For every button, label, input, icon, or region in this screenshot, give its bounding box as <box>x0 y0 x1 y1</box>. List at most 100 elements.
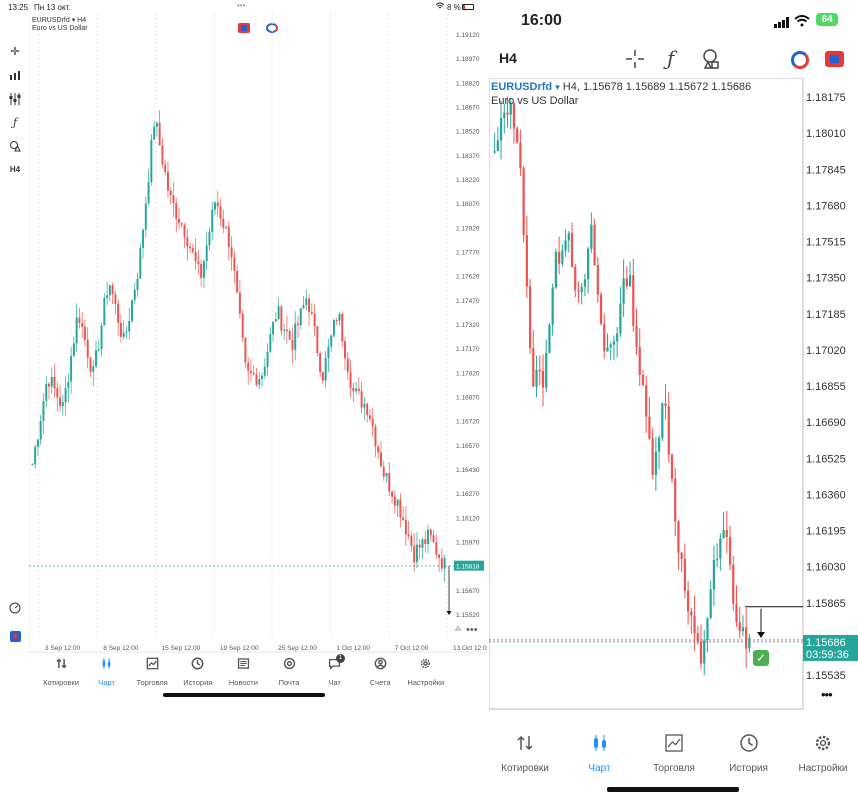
objects-icon[interactable] <box>6 137 24 155</box>
candle <box>280 305 283 336</box>
tab-chart[interactable]: Чарт <box>563 733 637 774</box>
one-click-trading-icon[interactable] <box>238 23 250 33</box>
candle <box>654 437 657 491</box>
candle <box>440 548 443 573</box>
candle <box>399 493 402 528</box>
candle <box>164 159 167 176</box>
chart-more-icon[interactable]: ••• <box>821 687 833 702</box>
chart-symbol-line[interactable]: EURUSDrfd ▾ H4 <box>32 16 86 24</box>
timeframe-button[interactable]: H4 <box>9 164 21 174</box>
mail-icon <box>283 657 296 675</box>
price-axis-label: 1.16720 <box>456 419 480 426</box>
candle <box>709 580 712 620</box>
wifi-icon <box>435 2 445 12</box>
tab-accounts[interactable]: Счета <box>357 657 403 687</box>
chart-ohlc: H4, 1.15678 1.15689 1.15672 1.15686 <box>562 81 752 93</box>
candle <box>677 520 680 570</box>
chat-badge: 1 <box>336 654 346 663</box>
candle <box>609 342 612 360</box>
settings-icon <box>419 657 432 675</box>
function-icon[interactable]: ƒ <box>12 115 18 129</box>
candle <box>606 333 609 352</box>
candle <box>693 595 696 651</box>
bar-settings-icon[interactable] <box>6 90 24 108</box>
candle <box>699 624 703 669</box>
tab-news[interactable]: Новости <box>220 657 266 687</box>
crosshair-icon[interactable]: ✛ <box>10 45 20 58</box>
candle <box>687 580 690 625</box>
objects-icon[interactable] <box>699 48 721 75</box>
candle <box>393 490 396 514</box>
speedometer-icon[interactable] <box>6 599 24 617</box>
tab-history[interactable]: История <box>712 733 786 774</box>
time-axis-label: 3 Sep 12:00 <box>45 645 80 652</box>
candle <box>291 327 294 365</box>
time-axis-label: 7 Oct 12:00 <box>395 645 429 652</box>
function-icon[interactable]: ƒ <box>667 46 675 70</box>
tab-quotes[interactable]: Котировки <box>488 733 562 774</box>
tab-mail[interactable]: Почта <box>266 657 312 687</box>
candle <box>233 250 236 284</box>
candle <box>388 462 391 496</box>
one-click-trading-icon[interactable] <box>825 51 844 67</box>
candle <box>625 266 628 290</box>
signal-icon <box>774 15 790 33</box>
scroll-to-end-icon[interactable] <box>454 625 462 631</box>
left-price-chart[interactable]: 1.19120 1.18970 1.18820 1.18670 1.18520 1.183… <box>29 14 490 654</box>
candle <box>50 367 53 394</box>
tab-settings[interactable]: Настройки <box>403 657 449 687</box>
candle <box>377 444 380 460</box>
candle <box>53 363 56 399</box>
candle <box>313 303 316 337</box>
time-axis-label: 13 Oct 12:00 <box>453 645 490 652</box>
caret-icon: ▾ <box>555 82 560 92</box>
candle <box>554 248 557 289</box>
candle <box>89 356 92 378</box>
tab-settings[interactable]: Настройки <box>786 733 858 774</box>
candle <box>197 249 200 275</box>
candle <box>382 460 385 481</box>
check-icon[interactable]: ✓ <box>753 650 769 666</box>
candle <box>136 272 139 298</box>
candle <box>732 556 735 611</box>
candle <box>34 444 37 469</box>
tab-quotes[interactable]: Котировки <box>38 657 84 687</box>
trade-panel-icon[interactable] <box>6 627 24 645</box>
right-price-chart[interactable]: 1.18175 1.18010 1.17845 1.17680 1.17515 1.173… <box>489 78 858 710</box>
tab-trade[interactable]: Торговля <box>129 657 175 687</box>
indicators-icon[interactable] <box>6 66 24 84</box>
chart-more-icon[interactable]: ••• <box>466 624 478 636</box>
candle <box>158 110 161 146</box>
candle <box>612 335 616 361</box>
multitask-dots[interactable]: ••• <box>237 1 246 10</box>
tab-chart[interactable]: Чарт <box>84 657 130 687</box>
crosshair-icon[interactable] <box>625 49 645 74</box>
candle <box>341 312 344 348</box>
candle <box>645 375 648 433</box>
tab-label: История <box>183 678 213 687</box>
candle <box>75 303 78 352</box>
candle <box>249 358 252 382</box>
candle <box>738 606 741 639</box>
candle <box>133 282 136 304</box>
chat-icon: 1 <box>328 654 346 675</box>
price-axis-label: 1.17170 <box>456 346 480 353</box>
tab-history[interactable]: История <box>175 657 221 687</box>
candle <box>596 257 599 304</box>
candle <box>429 528 432 542</box>
price-axis-label: 1.18670 <box>456 105 480 112</box>
price-axis-label: 1.17845 <box>806 164 846 176</box>
candle <box>561 244 564 267</box>
trade-icon <box>146 657 159 675</box>
tab-trade[interactable]: Торговля <box>637 733 711 774</box>
chart-info-line[interactable]: EURUSDrfd ▾ H4, 1.15678 1.15689 1.15672 … <box>491 81 751 93</box>
candle <box>72 337 75 357</box>
candle <box>274 312 277 322</box>
timeframe-button[interactable]: H4 <box>499 50 517 66</box>
candle <box>719 533 722 571</box>
candle <box>238 279 241 319</box>
depth-of-market-icon[interactable] <box>791 51 809 69</box>
tab-chat[interactable]: 1 Чат <box>312 654 358 687</box>
candle <box>438 554 441 573</box>
candle <box>404 505 407 546</box>
